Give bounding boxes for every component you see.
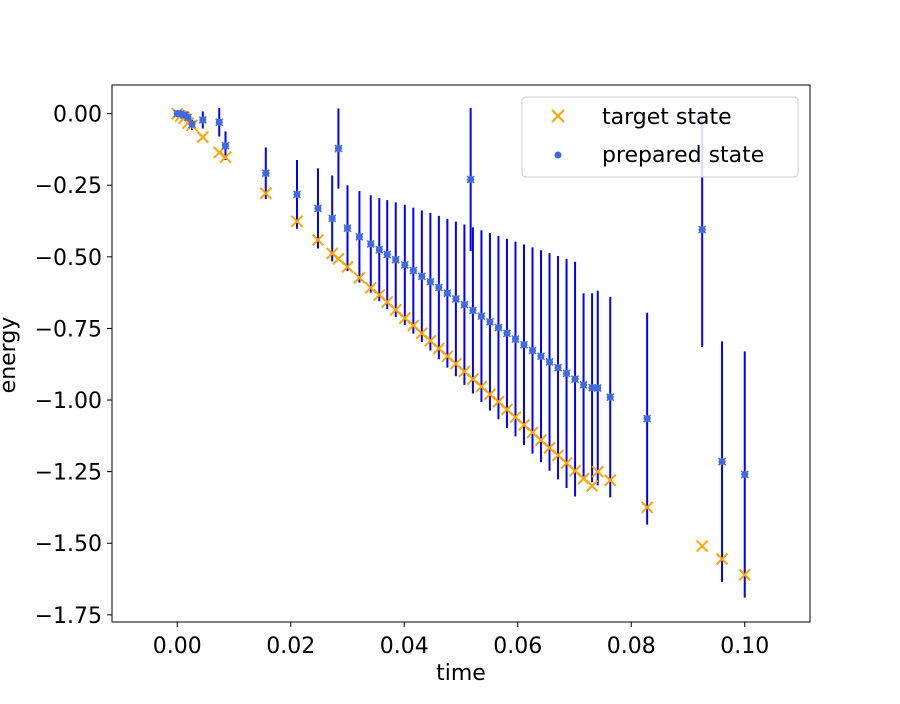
target-point: [341, 260, 354, 274]
prepared-point: [460, 300, 469, 309]
legend-prepared-marker: [554, 151, 562, 159]
prepared-point: [562, 369, 571, 378]
y-tick-label: −1.00: [35, 389, 102, 414]
prepared-point: [383, 250, 392, 259]
prepared-point: [409, 266, 418, 275]
prepared-point: [554, 363, 563, 372]
x-tick-label: 0.02: [266, 634, 315, 659]
x-tick-label: 0.06: [493, 634, 542, 659]
y-tick-label: −1.50: [35, 532, 102, 557]
prepared-point: [466, 175, 475, 184]
y-tick-label: −0.75: [35, 317, 102, 342]
target-point: [738, 568, 751, 581]
prepared-point: [511, 335, 520, 344]
prepared-point: [502, 329, 511, 338]
target-point: [715, 552, 729, 566]
target-series-layer: [171, 107, 751, 581]
prepared-point: [198, 115, 207, 124]
prepared-point: [261, 169, 270, 178]
target-point: [695, 539, 709, 553]
target-point: [219, 150, 232, 164]
prepared-point: [187, 120, 197, 129]
prepared-point: [593, 383, 602, 393]
prepared-point: [434, 283, 443, 292]
prepared-point: [366, 239, 375, 248]
plot-area-border: [111, 84, 811, 623]
y-tick-label: −1.25: [35, 461, 102, 486]
prepared-point: [400, 260, 409, 269]
legend-box: [521, 96, 799, 178]
prepared-point: [443, 289, 452, 298]
legend-target-label: target state: [602, 105, 732, 130]
prepared-point: [579, 380, 588, 389]
prepared-point: [417, 272, 426, 281]
y-tick-label: −0.25: [35, 174, 102, 199]
prepared-point: [292, 190, 302, 199]
prepared-point: [313, 204, 323, 213]
prepared-point: [643, 414, 652, 423]
y-axis-label: energy: [0, 317, 21, 394]
prepared-point: [334, 144, 343, 153]
prepared-point: [494, 323, 503, 332]
y-tick-label: −1.75: [35, 604, 102, 629]
target-point: [290, 215, 304, 228]
x-tick-label: 0.04: [380, 634, 429, 659]
prepared-point: [215, 118, 224, 127]
prepared-point: [343, 224, 352, 233]
prepared-point: [451, 294, 460, 303]
x-axis-label: time: [436, 661, 486, 686]
x-axis-ticks: 0.00 0.02 0.04 0.06 0.08 0.10: [153, 622, 769, 659]
prepared-point: [184, 113, 193, 122]
prepared-point: [355, 232, 364, 241]
axes-frame: [111, 84, 811, 623]
prepared-point: [519, 340, 529, 349]
prepared-point: [375, 245, 384, 254]
target-point: [585, 479, 599, 493]
prepared-point: [477, 312, 486, 321]
errorbar-layer: [179, 107, 746, 598]
prepared-point: [571, 375, 580, 384]
target-point: [196, 130, 210, 144]
prepared-point: [485, 317, 494, 326]
x-tick-label: 0.08: [607, 634, 656, 659]
legend-prepared-label: prepared state: [602, 143, 764, 168]
prepared-point: [718, 457, 727, 466]
prepared-point: [426, 277, 435, 286]
prepared-point: [536, 352, 546, 361]
y-axis-ticks: 0.00 −0.25 −0.50 −0.75 −1.00 −1.25 −1.50 −1.75: [35, 103, 112, 629]
target-point: [591, 465, 604, 478]
y-tick-label: 0.00: [53, 103, 102, 128]
prepared-point: [528, 346, 537, 355]
y-tick-label: −0.50: [35, 246, 102, 271]
prepared-point: [698, 225, 707, 234]
x-tick-label: 0.10: [720, 634, 769, 659]
x-tick-label: 0.00: [153, 634, 202, 659]
prepared-point: [606, 393, 615, 402]
prepared-point: [468, 306, 477, 315]
prepared-point: [740, 470, 749, 479]
legend: target state prepared state: [521, 96, 799, 178]
prepared-point: [328, 214, 337, 223]
target-point: [311, 233, 325, 247]
target-point: [353, 271, 366, 284]
prepared-series-layer: [173, 109, 749, 479]
target-point: [640, 501, 654, 514]
legend-target-marker: [551, 109, 565, 123]
prepared-point: [545, 357, 554, 366]
prepared-point: [391, 255, 400, 264]
prepared-point: [221, 141, 230, 150]
target-point: [604, 474, 617, 487]
target-point: [259, 187, 272, 200]
